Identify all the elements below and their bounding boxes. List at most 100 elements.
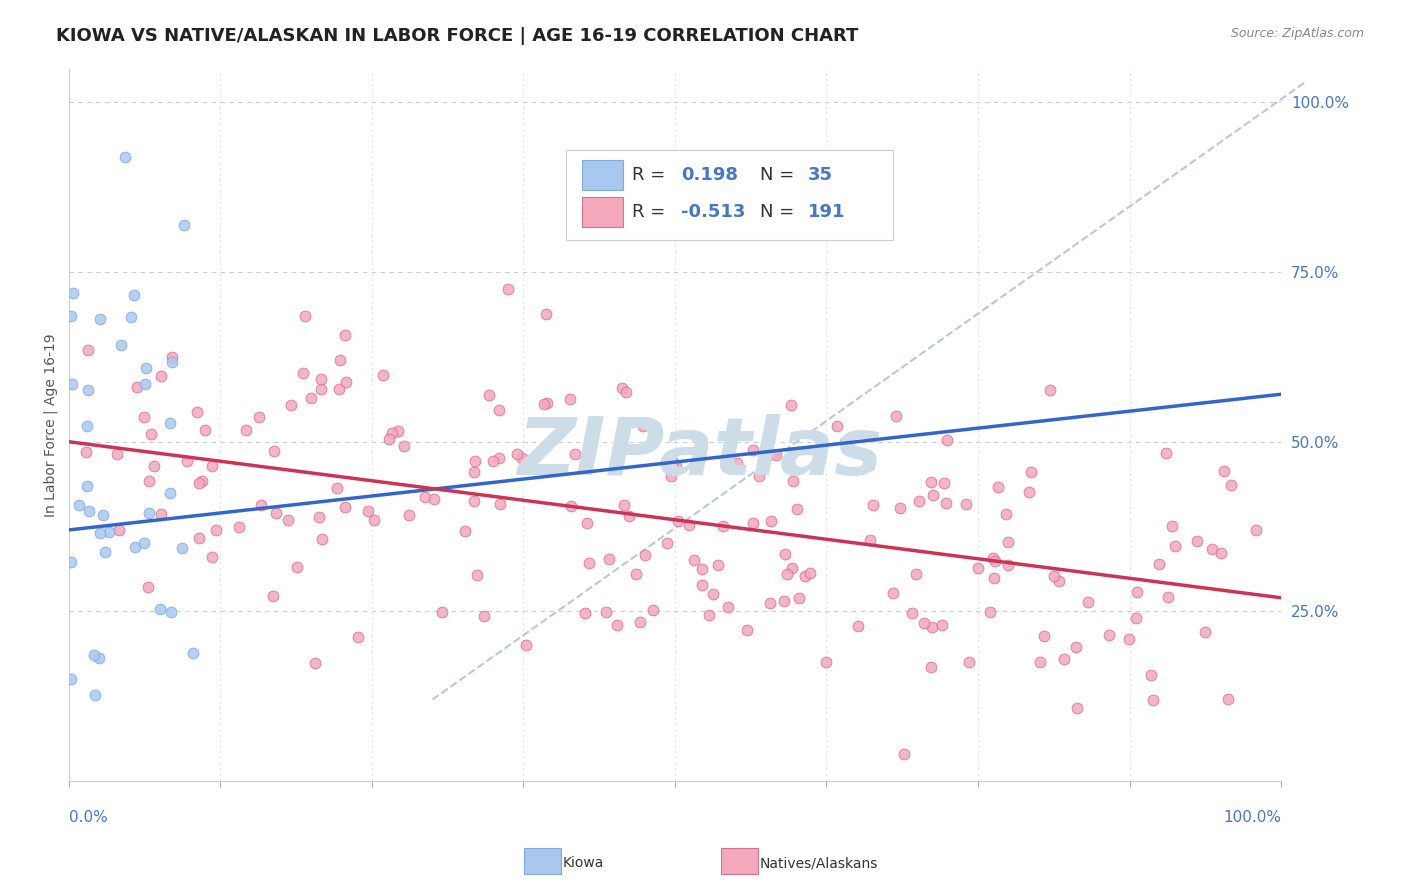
Point (772, 594, 794, 608)
Point (83, 648, 105, 663)
Point (936, 433, 959, 447)
Point (381, 425, 404, 440)
Point (454, 524, 477, 538)
Point (995, 508, 1018, 522)
Point (142, 458, 165, 473)
Point (159, 485, 181, 500)
Point (263, 444, 285, 458)
Point (204, 523, 226, 537)
Point (1161, 519, 1184, 533)
Point (613, 498, 636, 512)
Point (825, 419, 848, 434)
Point (329, 353, 352, 368)
Point (357, 504, 380, 518)
Text: -0.513: -0.513 (681, 203, 745, 221)
Point (187, 532, 209, 546)
Point (983, 551, 1005, 566)
Point (1125, 584, 1147, 599)
Point (1047, 574, 1070, 588)
Point (294, 309, 316, 323)
Point (690, 578, 713, 592)
Point (84, 688, 107, 702)
Point (921, 475, 943, 489)
Point (1043, 569, 1066, 583)
Point (578, 557, 600, 571)
Point (846, 619, 869, 633)
Point (309, 382, 332, 396)
Point (76, 383, 98, 397)
Point (782, 474, 804, 488)
Point (59, 673, 82, 687)
Point (1125, 611, 1147, 625)
Point (105, 447, 128, 461)
Point (120, 310, 142, 325)
Point (134, 410, 156, 425)
Y-axis label: In Labor Force | Age 16-19: In Labor Force | Age 16-19 (44, 333, 58, 516)
Point (662, 455, 685, 469)
Point (62, 286, 84, 301)
Point (742, 516, 765, 531)
Point (299, 391, 322, 405)
Point (793, 569, 815, 583)
Point (536, 396, 558, 410)
Point (786, 502, 808, 516)
Text: 0.0%: 0.0% (69, 810, 107, 824)
Point (285, 560, 308, 574)
Point (160, 350, 183, 364)
Point (107, 524, 129, 538)
Point (76, 479, 98, 493)
Point (904, 566, 927, 581)
Point (1066, 701, 1088, 715)
Point (859, 533, 882, 548)
Point (373, 368, 395, 382)
Point (309, 372, 332, 386)
Point (304, 656, 326, 670)
Point (922, 488, 945, 502)
Text: R =: R = (633, 167, 672, 185)
Point (560, 499, 582, 513)
Point (464, 454, 486, 468)
Point (634, 548, 657, 562)
Point (1187, 533, 1209, 548)
Point (787, 591, 810, 606)
Point (398, 508, 420, 522)
Point (510, 450, 533, 465)
Point (536, 307, 558, 321)
Point (194, 423, 217, 437)
Point (576, 516, 599, 531)
Point (858, 458, 880, 472)
Point (124, 540, 146, 554)
Point (159, 416, 181, 430)
Point (67, 498, 90, 512)
Point (77, 343, 100, 357)
Point (558, 392, 581, 407)
Point (920, 660, 942, 674)
Point (472, 609, 495, 624)
Text: 35: 35 (808, 167, 834, 185)
Point (347, 630, 370, 644)
Text: R =: R = (633, 203, 672, 221)
Point (170, 541, 193, 556)
Point (1077, 595, 1099, 609)
Point (191, 474, 214, 488)
Text: Natives/Alaskans: Natives/Alaskans (759, 856, 877, 871)
Point (463, 465, 485, 479)
Point (997, 534, 1019, 549)
Point (706, 558, 728, 572)
Point (87, 651, 110, 665)
Point (149, 507, 172, 521)
Text: KIOWA VS NATIVE/ALASKAN IN LABOR FORCE | AGE 16-19 CORRELATION CHART: KIOWA VS NATIVE/ALASKAN IN LABOR FORCE |… (56, 27, 859, 45)
Point (488, 451, 510, 466)
Point (93, 545, 115, 559)
Point (1154, 446, 1177, 460)
Point (912, 615, 935, 630)
Point (1033, 629, 1056, 643)
Text: Source: ZipAtlas.com: Source: ZipAtlas.com (1230, 27, 1364, 40)
Point (59, 555, 82, 569)
Point (1156, 590, 1178, 604)
Point (533, 396, 555, 410)
Point (1064, 640, 1087, 654)
Point (983, 571, 1005, 585)
Point (666, 514, 689, 528)
Point (481, 454, 503, 468)
